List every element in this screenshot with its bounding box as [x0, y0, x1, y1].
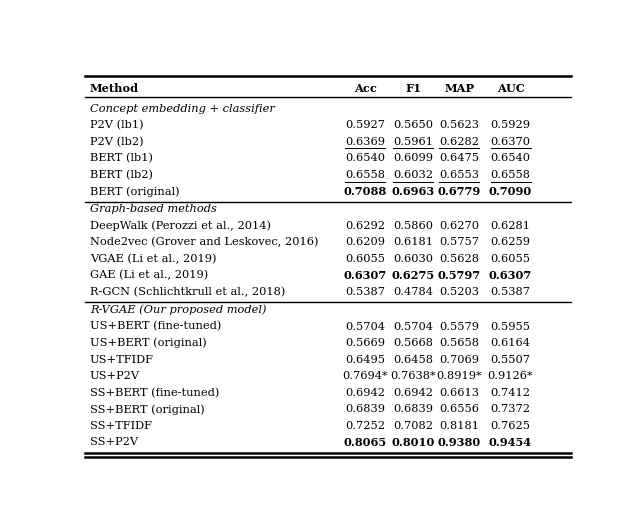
Text: 0.7372: 0.7372 — [490, 404, 531, 414]
Text: 0.6307: 0.6307 — [489, 270, 532, 281]
Text: 0.5658: 0.5658 — [440, 338, 479, 348]
Text: 0.5507: 0.5507 — [490, 354, 531, 365]
Text: 0.6495: 0.6495 — [345, 354, 385, 365]
Text: 0.5623: 0.5623 — [440, 120, 479, 131]
Text: DeepWalk (Perozzi et al., 2014): DeepWalk (Perozzi et al., 2014) — [90, 221, 271, 231]
Text: 0.6839: 0.6839 — [394, 404, 433, 414]
Text: 0.5797: 0.5797 — [438, 270, 481, 281]
Text: 0.6209: 0.6209 — [345, 237, 385, 248]
Text: US+TFIDF: US+TFIDF — [90, 354, 154, 365]
Text: 0.5650: 0.5650 — [394, 120, 433, 131]
Text: BERT (original): BERT (original) — [90, 186, 180, 197]
Text: 0.6556: 0.6556 — [440, 404, 479, 414]
Text: 0.6259: 0.6259 — [490, 237, 531, 248]
Text: 0.6540: 0.6540 — [345, 153, 385, 164]
Text: 0.5860: 0.5860 — [394, 221, 433, 231]
Text: 0.6369: 0.6369 — [345, 137, 385, 147]
Text: 0.7252: 0.7252 — [345, 421, 385, 431]
Text: 0.5927: 0.5927 — [345, 120, 385, 131]
Text: SS+BERT (fine-tuned): SS+BERT (fine-tuned) — [90, 388, 220, 398]
Text: 0.7412: 0.7412 — [490, 388, 531, 398]
Text: 0.6281: 0.6281 — [490, 221, 531, 231]
Text: 0.6030: 0.6030 — [394, 254, 433, 264]
Text: 0.5387: 0.5387 — [490, 287, 531, 297]
Text: 0.5955: 0.5955 — [490, 321, 531, 331]
Text: 0.9454: 0.9454 — [489, 437, 532, 448]
Text: 0.6558: 0.6558 — [490, 170, 531, 180]
Text: Graph-based methods: Graph-based methods — [90, 204, 217, 214]
Text: 0.6370: 0.6370 — [490, 137, 531, 147]
Text: 0.7069: 0.7069 — [440, 354, 479, 365]
Text: 0.7090: 0.7090 — [489, 186, 532, 197]
Text: Acc: Acc — [354, 83, 376, 94]
Text: 0.8065: 0.8065 — [344, 437, 387, 448]
Text: 0.6164: 0.6164 — [490, 338, 531, 348]
Text: 0.6553: 0.6553 — [440, 170, 479, 180]
Text: 0.5757: 0.5757 — [440, 237, 479, 248]
Text: 0.7694*: 0.7694* — [342, 371, 388, 381]
Text: 0.6558: 0.6558 — [345, 170, 385, 180]
Text: AUC: AUC — [497, 83, 524, 94]
Text: 0.6032: 0.6032 — [394, 170, 433, 180]
Text: 0.5704: 0.5704 — [394, 321, 433, 331]
Text: SS+BERT (original): SS+BERT (original) — [90, 404, 205, 414]
Text: 0.7088: 0.7088 — [344, 186, 387, 197]
Text: P2V (lb2): P2V (lb2) — [90, 137, 143, 147]
Text: 0.6839: 0.6839 — [345, 404, 385, 414]
Text: Method: Method — [90, 83, 139, 94]
Text: Node2vec (Grover and Leskovec, 2016): Node2vec (Grover and Leskovec, 2016) — [90, 237, 319, 248]
Text: 0.6779: 0.6779 — [438, 186, 481, 197]
Text: 0.7082: 0.7082 — [394, 421, 433, 431]
Text: 0.6307: 0.6307 — [344, 270, 387, 281]
Text: 0.5579: 0.5579 — [440, 321, 479, 331]
Text: 0.6942: 0.6942 — [345, 388, 385, 398]
Text: 0.6613: 0.6613 — [440, 388, 479, 398]
Text: 0.5387: 0.5387 — [345, 287, 385, 297]
Text: 0.9380: 0.9380 — [438, 437, 481, 448]
Text: F1: F1 — [405, 83, 421, 94]
Text: 0.6282: 0.6282 — [440, 137, 479, 147]
Text: VGAE (Li et al., 2019): VGAE (Li et al., 2019) — [90, 254, 216, 264]
Text: R-VGAE (Our proposed model): R-VGAE (Our proposed model) — [90, 304, 266, 315]
Text: 0.6055: 0.6055 — [345, 254, 385, 264]
Text: US+BERT (original): US+BERT (original) — [90, 338, 207, 348]
Text: 0.5961: 0.5961 — [394, 137, 433, 147]
Text: 0.5668: 0.5668 — [394, 338, 433, 348]
Text: 0.5704: 0.5704 — [345, 321, 385, 331]
Text: 0.9126*: 0.9126* — [488, 371, 533, 381]
Text: SS+TFIDF: SS+TFIDF — [90, 421, 152, 431]
Text: US+P2V: US+P2V — [90, 371, 140, 381]
Text: Concept embedding + classifier: Concept embedding + classifier — [90, 104, 275, 114]
Text: BERT (lb2): BERT (lb2) — [90, 170, 153, 180]
Text: 0.7638*: 0.7638* — [390, 371, 436, 381]
Text: 0.6275: 0.6275 — [392, 270, 435, 281]
Text: 0.8010: 0.8010 — [392, 437, 435, 448]
Text: 0.6963: 0.6963 — [392, 186, 435, 197]
Text: 0.8181: 0.8181 — [440, 421, 479, 431]
Text: 0.5628: 0.5628 — [440, 254, 479, 264]
Text: 0.8919*: 0.8919* — [436, 371, 483, 381]
Text: 0.6942: 0.6942 — [394, 388, 433, 398]
Text: 0.6181: 0.6181 — [394, 237, 433, 248]
Text: P2V (lb1): P2V (lb1) — [90, 120, 143, 131]
Text: 0.6292: 0.6292 — [345, 221, 385, 231]
Text: US+BERT (fine-tuned): US+BERT (fine-tuned) — [90, 321, 221, 332]
Text: 0.6458: 0.6458 — [394, 354, 433, 365]
Text: 0.6055: 0.6055 — [490, 254, 531, 264]
Text: 0.6099: 0.6099 — [394, 153, 433, 164]
Text: 0.6475: 0.6475 — [440, 153, 479, 164]
Text: 0.6540: 0.6540 — [490, 153, 531, 164]
Text: 0.4784: 0.4784 — [394, 287, 433, 297]
Text: MAP: MAP — [444, 83, 474, 94]
Text: SS+P2V: SS+P2V — [90, 438, 138, 447]
Text: 0.7625: 0.7625 — [490, 421, 531, 431]
Text: 0.6270: 0.6270 — [440, 221, 479, 231]
Text: 0.5669: 0.5669 — [345, 338, 385, 348]
Text: 0.5929: 0.5929 — [490, 120, 531, 131]
Text: BERT (lb1): BERT (lb1) — [90, 153, 153, 164]
Text: 0.5203: 0.5203 — [440, 287, 479, 297]
Text: R-GCN (Schlichtkrull et al., 2018): R-GCN (Schlichtkrull et al., 2018) — [90, 287, 285, 297]
Text: GAE (Li et al., 2019): GAE (Li et al., 2019) — [90, 270, 208, 281]
